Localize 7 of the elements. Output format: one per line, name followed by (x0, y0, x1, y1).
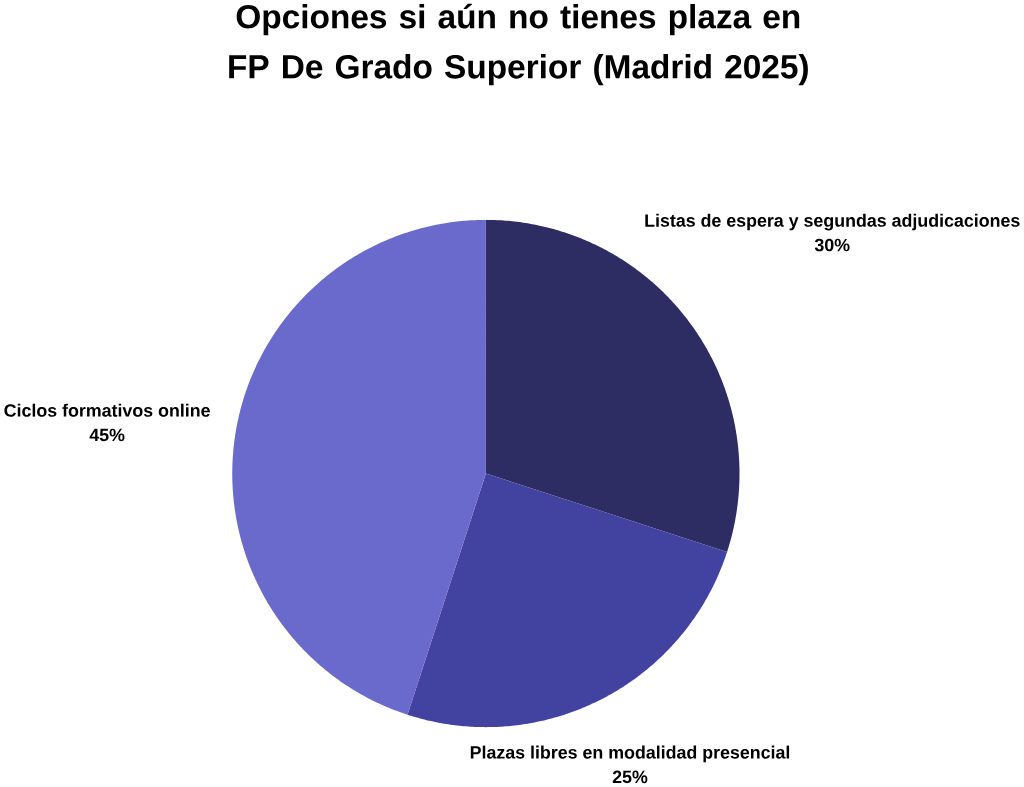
data-label: 30% (814, 238, 850, 252)
data-label: 25% (612, 770, 648, 784)
data-label: 45% (89, 428, 125, 442)
slice-label: Listas de espera y segundas adjudicaciones (645, 213, 1020, 231)
slice-label: Plazas libres en modalidad presencial (470, 745, 790, 763)
slice-label: Ciclos formativos online (4, 403, 210, 417)
chart-title: Opciones si aún no tienes plaza en FP De Grado Superior (Madrid 2025) (229, 3, 808, 86)
